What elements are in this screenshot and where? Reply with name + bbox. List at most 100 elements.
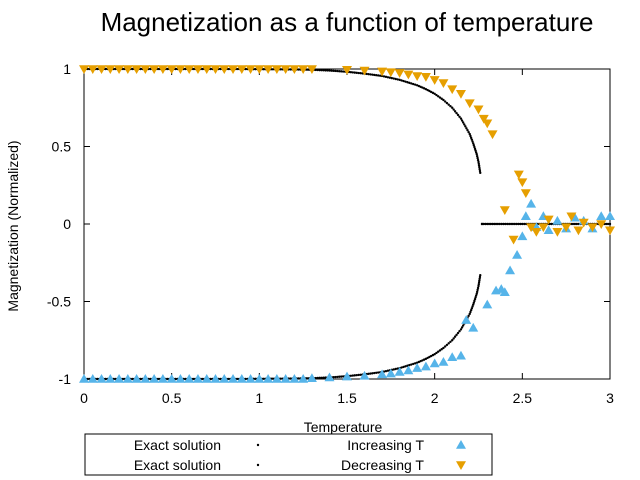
exact-solution-point	[400, 79, 403, 82]
exact-solution-point	[86, 67, 90, 71]
data-point	[385, 68, 396, 78]
exact-solution-point	[322, 69, 325, 72]
exact-solution-point	[355, 373, 358, 377]
series-exact-solution	[82, 222, 484, 381]
exact-solution-point	[322, 376, 325, 379]
exact-solution-point	[279, 377, 282, 380]
exact-solution-point	[271, 377, 275, 380]
data-point	[166, 65, 177, 74]
data-point	[219, 65, 230, 74]
exact-solution-point	[184, 67, 187, 71]
x-tick-label: 3	[606, 390, 614, 406]
exact-solution-point	[470, 307, 474, 310]
exact-solution-point	[324, 69, 327, 72]
exact-solution-point	[236, 67, 240, 71]
data-point	[543, 215, 554, 225]
legend-label: Exact solution	[134, 457, 221, 473]
data-point	[140, 65, 151, 74]
data-point	[192, 374, 203, 383]
exact-solution-point	[174, 67, 177, 71]
data-point	[342, 66, 352, 75]
exact-solution-point	[365, 72, 368, 76]
exact-solution-point	[355, 71, 358, 75]
exact-solution-point	[131, 377, 134, 381]
exact-solution-point	[575, 222, 579, 226]
data-point	[499, 287, 510, 296]
exact-solution-point	[219, 377, 222, 381]
exact-solution-point	[394, 77, 397, 81]
data-marks	[79, 65, 615, 383]
exact-solution-point	[209, 377, 212, 381]
data-point	[412, 72, 423, 81]
exact-solution-point	[271, 68, 275, 71]
data-point	[228, 65, 239, 74]
exact-solution-point	[359, 373, 362, 376]
exact-solution-point	[376, 74, 380, 77]
exact-solution-point	[474, 149, 477, 152]
exact-solution-point	[406, 81, 409, 84]
exact-solution-point	[494, 222, 498, 226]
exact-solution-point	[392, 368, 395, 371]
exact-solution-point	[86, 377, 90, 381]
exact-solution-point	[341, 375, 345, 378]
exact-solution-point	[306, 68, 310, 71]
exact-solution-point	[477, 164, 481, 167]
exact-solution-point	[472, 144, 476, 147]
exact-solution-point	[500, 222, 503, 226]
exact-solution-point	[104, 377, 107, 381]
exact-solution-point	[191, 377, 195, 381]
exact-solution-point	[332, 375, 335, 379]
exact-solution-point	[460, 326, 464, 329]
exact-solution-point	[442, 346, 445, 350]
exact-solution-point	[412, 362, 415, 366]
data-point	[271, 374, 282, 383]
exact-solution-point	[201, 377, 205, 381]
exact-solution-point	[476, 286, 480, 290]
exact-solution-point	[608, 222, 612, 226]
data-point	[464, 99, 475, 109]
exact-solution-point	[484, 222, 487, 226]
exact-solution-point	[433, 353, 436, 356]
data-point	[306, 373, 317, 382]
exact-solution-point	[506, 222, 509, 226]
exact-solution-point	[475, 154, 479, 158]
exact-solution-point	[375, 74, 378, 77]
exact-solution-point	[447, 103, 450, 106]
exact-solution-point	[469, 310, 472, 314]
data-point	[114, 65, 125, 74]
exact-solution-point	[254, 67, 257, 71]
data-point	[96, 65, 107, 74]
exact-solution-point	[316, 376, 319, 380]
exact-solution-point	[369, 73, 372, 76]
exact-solution-point	[521, 222, 524, 226]
exact-solution-point	[445, 101, 449, 105]
exact-solution-point	[413, 362, 417, 365]
chart-title: Magnetization as a function of temperatu…	[101, 7, 594, 37]
data-point	[201, 374, 212, 383]
data-point	[131, 374, 142, 383]
data-point	[306, 65, 317, 74]
exact-solution-point	[367, 372, 370, 376]
exact-solution-point	[515, 222, 518, 226]
exact-solution-point	[477, 281, 481, 284]
exact-solution-point	[330, 69, 333, 72]
exact-solution-point	[440, 97, 443, 100]
data-point	[105, 65, 116, 74]
exact-solution-point	[334, 69, 337, 73]
series-decreasing-t	[79, 65, 615, 245]
exact-solution-point	[336, 69, 339, 73]
exact-solution-point	[376, 371, 380, 374]
exact-solution-point	[507, 222, 511, 226]
exact-solution-point	[442, 98, 445, 102]
data-point	[377, 67, 388, 77]
data-point	[298, 374, 309, 383]
exact-solution-point	[334, 375, 337, 379]
exact-solution-point	[459, 328, 463, 331]
axis-ticks: 0 0.5 1 1.5 2 2.5 3 1 0.5 0 -0.5 -1	[47, 61, 614, 406]
legend-triangle-down-icon	[456, 461, 466, 470]
exact-solution-point	[384, 369, 388, 373]
data-point	[166, 374, 177, 383]
data-point	[429, 76, 440, 85]
data-point	[587, 223, 598, 233]
data-point	[245, 374, 256, 383]
